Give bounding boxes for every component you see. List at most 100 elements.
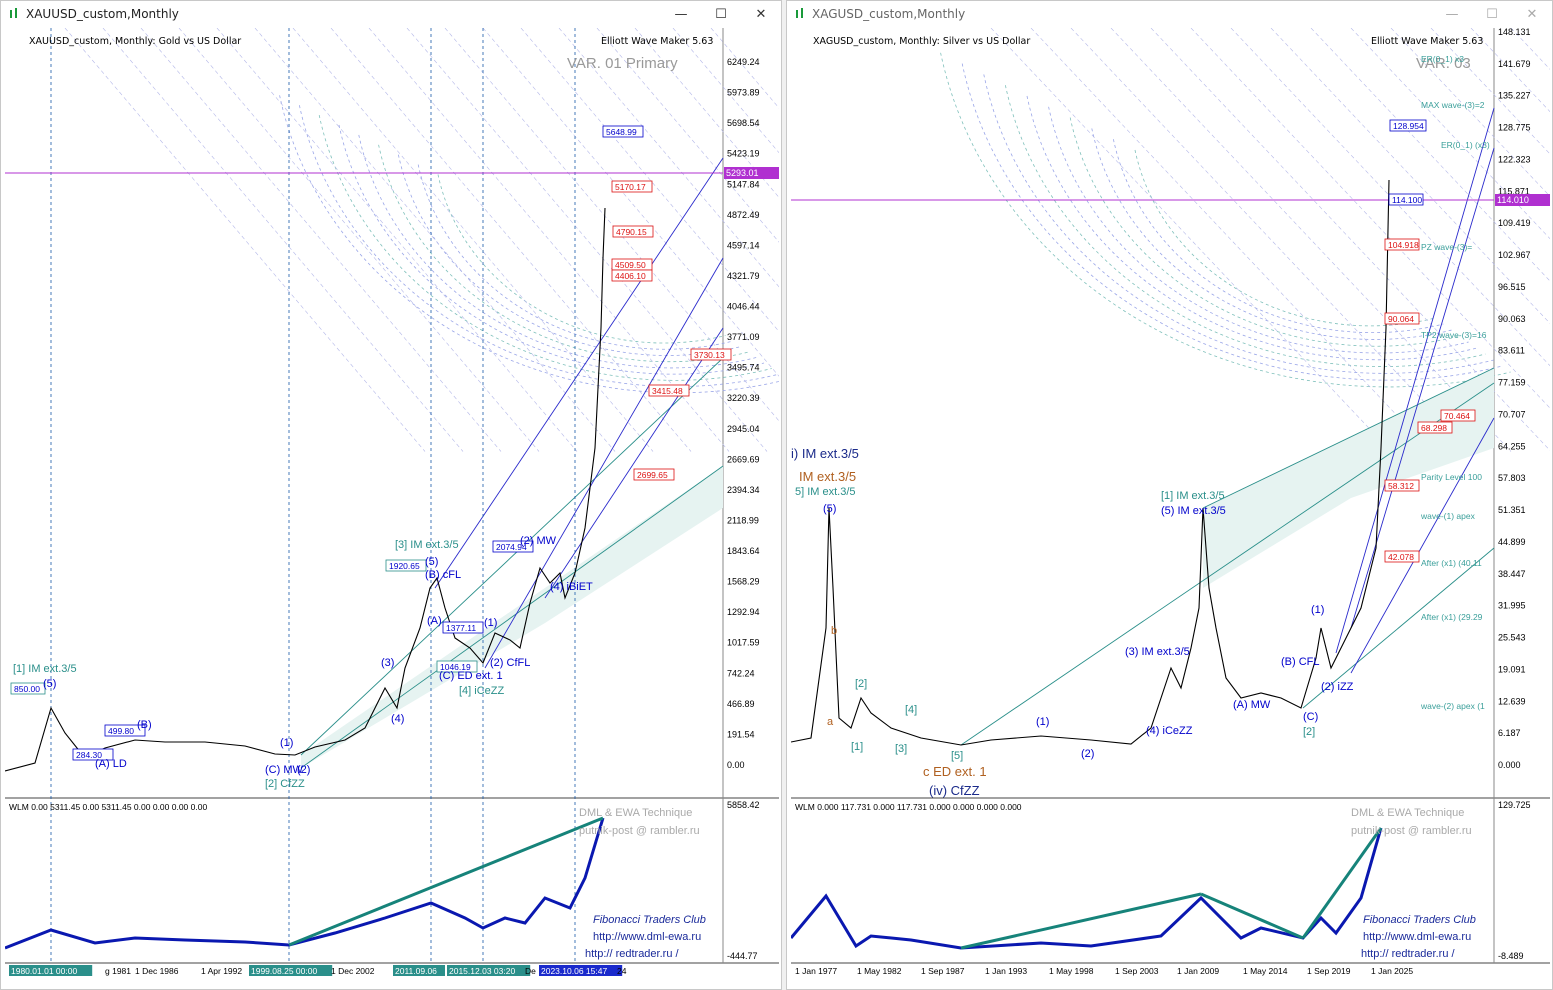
wave-label: (iv) CfZZ (929, 783, 980, 798)
wlm-trend-line (960, 892, 1202, 950)
price-level-value: 128.954 (1393, 121, 1424, 131)
chart-area[interactable]: 148.131 141.679 135.227 128.775 122.323 115.8… (789, 27, 1552, 990)
price-axis-label: 1843.64 (727, 546, 760, 556)
wave-label: (4) (391, 713, 404, 725)
price-axis-label: 4597.14 (727, 240, 760, 250)
price-axis-label: 38.447 (1498, 569, 1526, 579)
time-axis-label: 1 Jan 2009 (1177, 966, 1219, 976)
time-axis-highlight (447, 965, 531, 976)
price-level-box (690, 348, 732, 361)
maximize-icon[interactable]: ☐ (1486, 6, 1498, 22)
zone-label: After (x1) (29.29 (1421, 612, 1483, 622)
fibonacci-arc (961, 63, 1503, 381)
wave-label: (5) (43, 678, 56, 690)
wave-label: (2) (297, 764, 310, 776)
price-axis-label: 4872.49 (727, 210, 760, 220)
fan-line (672, 27, 781, 156)
price-level-value: 3415.48 (652, 386, 683, 396)
price-level-value: 4509.50 (615, 260, 646, 270)
channel-line (960, 382, 1495, 746)
silver-chart[interactable]: 148.131 141.679 135.227 128.775 122.323 115.8… (789, 27, 1552, 990)
price-level-value: 3730.13 (694, 350, 725, 360)
current-price-value: 5293.01 (726, 168, 759, 178)
fibonacci-arc (1026, 95, 1478, 361)
price-axis-label: 0.00 (727, 760, 745, 770)
price-level-box (602, 125, 644, 138)
time-axis-label: g 1981 (105, 966, 131, 976)
price-level-value: 104.918 (1388, 240, 1419, 250)
price-axis-label: 3771.09 (727, 332, 760, 342)
titlebar[interactable]: XAUUSD_custom,Monthly — ☐ ✕ (1, 1, 781, 27)
price-level-value: 4406.10 (615, 271, 646, 281)
close-icon[interactable]: ✕ (1526, 6, 1538, 22)
fan-line (216, 27, 578, 452)
close-icon[interactable]: ✕ (755, 6, 767, 22)
price-axis-label: 115.871 (1498, 186, 1530, 196)
wlm-indicator-line (789, 827, 1383, 950)
wlm-indicator-line (4, 817, 605, 950)
price-axis-label: 4046.44 (727, 302, 760, 312)
maximize-icon[interactable]: ☐ (715, 6, 727, 22)
wave-label: [1] IM ext.3/5 (1161, 490, 1225, 502)
minimize-icon[interactable]: — (1445, 6, 1459, 22)
price-level-box (611, 180, 653, 193)
indicator-axis-label: -444.77 (727, 951, 758, 961)
fibonacci-arc (1005, 85, 1486, 367)
price-axis-label: 5973.89 (727, 88, 760, 98)
titlebar[interactable]: XAGUSD_custom,Monthly — ☐ ✕ (787, 1, 1552, 27)
time-axis-label: 2011.09.06 (395, 966, 437, 976)
price-axis-label: 1017.59 (727, 638, 760, 648)
watermark-text: Fibonacci Traders Club (593, 914, 706, 926)
price-axis-label: 148.131 (1498, 28, 1531, 37)
channel-line (1335, 107, 1495, 654)
price-axis-label: 3220.39 (727, 393, 760, 403)
price-level-value: 5170.17 (615, 182, 646, 192)
fan-line (520, 27, 781, 335)
wave-label: [2] (1303, 726, 1315, 738)
fan-line (990, 27, 1392, 452)
zone-label: ER(0_1) (x3) (1441, 140, 1490, 150)
current-price-value: 114.010 (1497, 195, 1529, 205)
fan-line (254, 27, 616, 452)
fibonacci-arc (318, 115, 772, 381)
price-level-value: 1920.65 (389, 561, 420, 571)
chart-icon (796, 8, 803, 18)
fibonacci-arc (983, 74, 1494, 374)
zone-label: wave-(1) apex (1420, 511, 1476, 521)
time-axis-highlight (393, 965, 445, 976)
price-axis-label: 5147.84 (727, 179, 760, 189)
price-axis-label: 742.24 (727, 668, 755, 678)
zone-label: ER(0_1) x3 (1421, 54, 1464, 64)
time-axis-highlight (249, 965, 333, 976)
zone-label: Parity Level 100 (1421, 472, 1482, 482)
current-price-tag (1495, 194, 1550, 206)
fan-line (330, 27, 692, 452)
fan-line (140, 27, 502, 452)
wave-label: i) IM ext.3/5 (791, 446, 859, 461)
chart-header: XAUUSD_custom, Monthly: Gold vs US Dolla… (29, 36, 242, 47)
price-level-value: 2074.94 (496, 542, 527, 552)
fan-line (558, 27, 781, 290)
gold-chart[interactable]: 6249.24 5973.89 5698.54 5423.19 5147.84 4872.… (4, 27, 781, 990)
minimize-icon[interactable]: — (674, 6, 688, 22)
price-level-box (72, 748, 114, 761)
fan-line (1030, 27, 1432, 452)
fan-line (406, 27, 768, 452)
price-axis-label: 466.89 (727, 699, 755, 709)
time-axis-label: 1 Dec 2002 (331, 966, 375, 976)
price-axis-label: 83.611 (1498, 346, 1525, 356)
wave-label: [4] iCeZZ (459, 685, 505, 697)
window-xauusd[interactable]: XAUUSD_custom,Monthly — ☐ ✕ 6249.24 5973.… (0, 0, 782, 990)
wave-label: (1) (1311, 604, 1324, 616)
fan-line (64, 27, 426, 452)
wave-label: (3) (381, 657, 394, 669)
ewm-brand: Elliott Wave Maker 5.63 (1371, 36, 1484, 47)
zone-label: wave-(2) apex (1 (1420, 701, 1485, 711)
time-axis-label: 1 Jan 1993 (985, 966, 1027, 976)
window-xagusd[interactable]: XAGUSD_custom,Monthly — ☐ ✕ 148.131 141.6… (786, 0, 1553, 990)
chart-area[interactable]: 6249.24 5973.89 5698.54 5423.19 5147.84 4872.… (4, 27, 781, 990)
wave-label: a (827, 716, 834, 728)
price-level-box (442, 621, 484, 634)
price-axis-label: 1292.94 (727, 607, 760, 617)
wave-label: (2) (1081, 748, 1094, 760)
